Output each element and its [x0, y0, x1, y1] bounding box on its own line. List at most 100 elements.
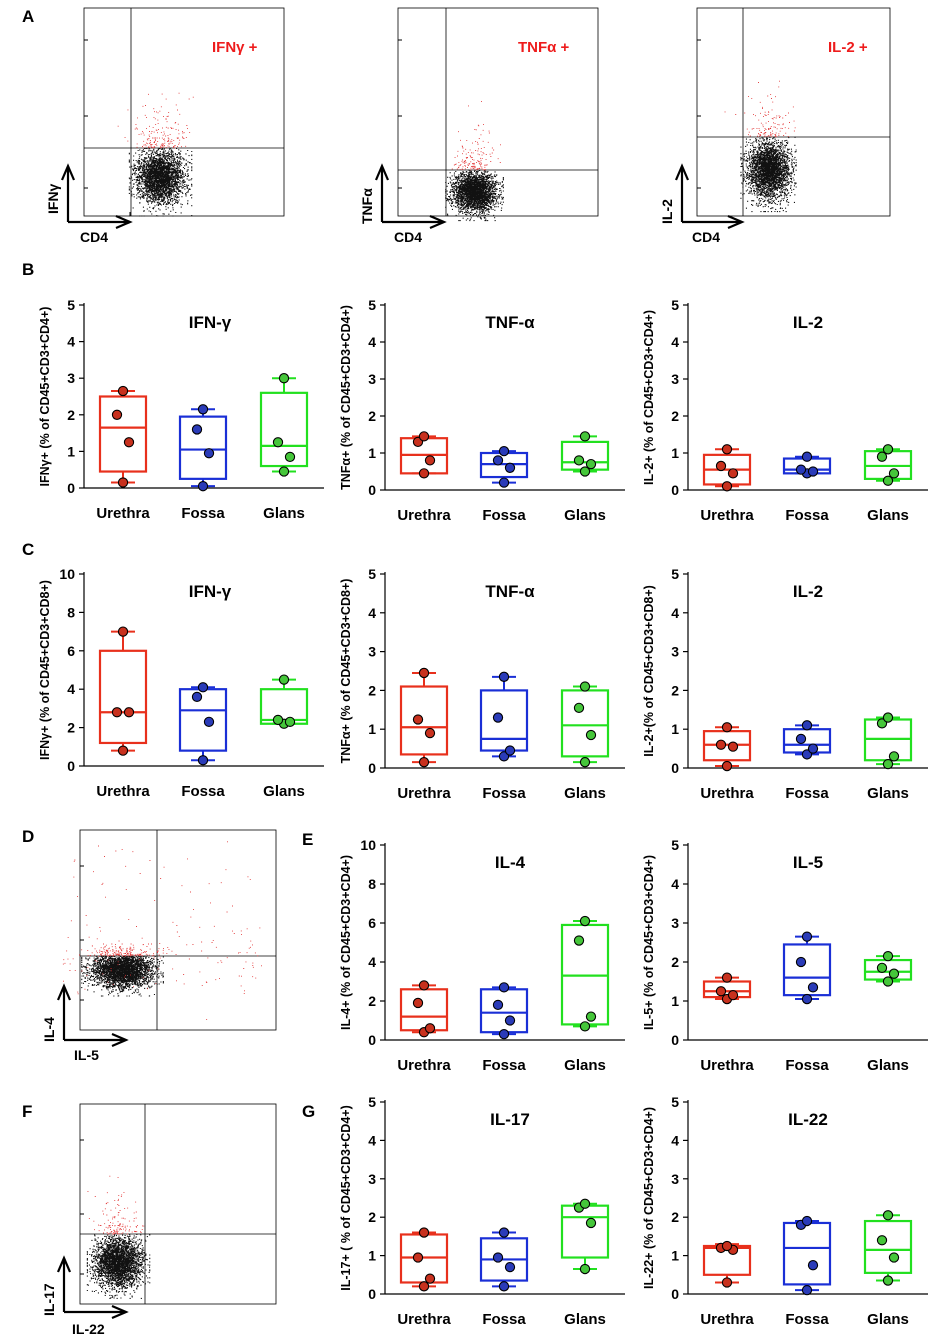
event-cloud: [117, 92, 194, 217]
chart-title: IL-2: [793, 582, 823, 601]
y-axis-label: IL-17: [41, 1283, 57, 1316]
data-point: [801, 451, 813, 462]
box-fossa: [479, 445, 529, 488]
data-point: [272, 437, 284, 448]
y-tick-label: 1: [671, 445, 679, 461]
box-iqr: [782, 943, 832, 997]
x-axis-label: CD4: [80, 229, 108, 245]
data-point: [585, 1217, 597, 1229]
y-tick-label: 1: [67, 443, 75, 459]
box-chart-g-il17: 0 1 2 3 4 5 Urethra Fossa Glans IL-17 IL-17+ ( % o…: [339, 1094, 625, 1328]
data-point: [418, 1227, 430, 1238]
box-fossa: [782, 1215, 832, 1296]
y-tick-label: 1: [671, 1248, 679, 1264]
box-fossa: [178, 404, 228, 492]
category-label-urethra: Urethra: [397, 1057, 451, 1074]
flow-plot-tnfa: TNFα + CD4 TNFα: [359, 7, 599, 245]
negative-events: [445, 169, 504, 222]
event-cloud: [62, 841, 262, 1020]
box-chart-e-il5: 0 1 2 3 4 5 Urethra Fossa Glans IL-5 IL-5+ (% of C…: [642, 837, 928, 1074]
chart-title: IFN-γ: [189, 582, 232, 601]
data-point: [801, 1285, 813, 1296]
category-label-glans: Glans: [564, 1311, 606, 1328]
y-tick-label: 0: [67, 480, 75, 496]
data-point: [727, 741, 739, 752]
y-axis-label: TNFα: [359, 188, 375, 224]
category-label-urethra: Urethra: [700, 507, 754, 524]
box-glans: [863, 951, 913, 987]
data-point: [795, 733, 807, 745]
x-axis-label: IL-22: [72, 1321, 105, 1337]
data-point: [492, 712, 504, 723]
data-point: [882, 1210, 894, 1221]
data-point: [795, 464, 807, 475]
category-label-urethra: Urethra: [96, 505, 150, 522]
data-point: [424, 727, 436, 739]
data-point: [801, 1215, 813, 1227]
y-tick-label: 1: [671, 993, 679, 1009]
data-point: [278, 373, 290, 384]
data-point: [498, 671, 510, 682]
y-tick-label: 4: [67, 681, 75, 697]
axis-arrow-icon: [674, 163, 745, 230]
data-point: [498, 477, 510, 488]
data-point: [801, 931, 813, 942]
y-tick-label: 0: [671, 482, 679, 498]
box-urethra: [702, 1240, 752, 1288]
data-point: [191, 424, 203, 435]
y-axis-label: IL-5+ (% of CD45+CD3+CD4+): [642, 855, 656, 1030]
category-label-fossa: Fossa: [785, 785, 829, 802]
data-point: [715, 986, 727, 997]
data-point: [117, 745, 129, 756]
category-label-fossa: Fossa: [482, 785, 526, 802]
category-label-urethra: Urethra: [397, 785, 451, 802]
data-point: [882, 951, 894, 962]
data-point: [573, 455, 585, 466]
data-point: [721, 722, 733, 733]
data-point: [882, 976, 894, 987]
category-label-urethra: Urethra: [397, 507, 451, 524]
box-iqr: [863, 1219, 913, 1274]
data-point: [721, 760, 733, 772]
data-point: [492, 455, 504, 466]
data-point: [579, 1198, 591, 1209]
data-point: [579, 757, 591, 768]
box-iqr: [560, 689, 610, 758]
category-label-fossa: Fossa: [785, 1057, 829, 1074]
data-point: [876, 1235, 888, 1246]
positive-events: [117, 92, 194, 149]
data-point: [504, 745, 516, 756]
y-tick-label: 6: [67, 643, 75, 659]
box-glans: [863, 444, 913, 486]
box-urethra: [399, 1227, 449, 1292]
box-glans: [560, 431, 610, 477]
data-point: [418, 980, 430, 991]
data-point: [424, 1023, 436, 1034]
x-axis-label: CD4: [394, 229, 422, 245]
gate-label-tnfa: TNFα +: [518, 39, 570, 56]
box-fossa: [479, 1227, 529, 1292]
box-iqr: [259, 391, 309, 468]
y-tick-label: 4: [368, 334, 376, 350]
negative-events: [86, 1233, 151, 1299]
axis-arrow-icon: [56, 1255, 129, 1320]
data-point: [727, 990, 739, 1001]
data-point: [418, 468, 430, 479]
flow-plot-il4-il5: IL-5 IL-4: [41, 829, 277, 1063]
event-cloud: [86, 1175, 151, 1299]
data-point: [801, 993, 813, 1005]
box-glans: [560, 1198, 610, 1275]
flow-plot-il17-il22: IL-22 IL-17: [41, 1103, 277, 1337]
y-tick-label: 5: [368, 297, 376, 313]
data-point: [278, 466, 290, 477]
data-point: [498, 1029, 510, 1040]
box-iqr: [782, 728, 832, 754]
x-axis-label: CD4: [692, 229, 720, 245]
box-chart-c-il2: 0 1 2 3 4 5 Urethra Fossa Glans IL-2 IL-2+(% of CD…: [642, 566, 928, 802]
y-tick-label: 0: [368, 760, 376, 776]
panel-label-b: B: [22, 260, 34, 279]
data-point: [412, 1252, 424, 1263]
y-tick-label: 0: [671, 760, 679, 776]
category-label-glans: Glans: [867, 785, 909, 802]
box-chart-g-il22: 0 1 2 3 4 5 Urethra Fossa Glans IL-22 IL-22+ (% of…: [642, 1094, 928, 1328]
